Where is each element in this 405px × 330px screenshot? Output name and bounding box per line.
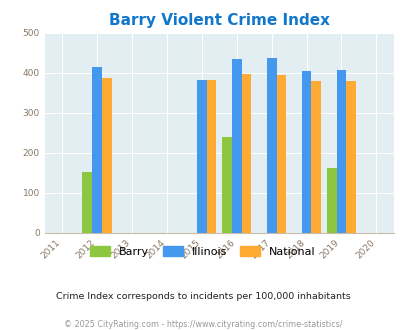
Bar: [336, 70, 345, 233]
Bar: [301, 71, 311, 233]
Bar: [266, 58, 276, 233]
Bar: [311, 81, 320, 233]
Bar: [92, 67, 102, 233]
Bar: [231, 58, 241, 233]
Legend: Barry, Illinois, National: Barry, Illinois, National: [87, 243, 318, 260]
Bar: [196, 80, 206, 233]
Bar: [82, 172, 92, 233]
Bar: [241, 74, 251, 233]
Bar: [345, 81, 355, 233]
Text: Crime Index corresponds to incidents per 100,000 inhabitants: Crime Index corresponds to incidents per…: [55, 292, 350, 301]
Bar: [102, 78, 111, 233]
Bar: [276, 75, 286, 233]
Bar: [206, 80, 216, 233]
Text: © 2025 CityRating.com - https://www.cityrating.com/crime-statistics/: © 2025 CityRating.com - https://www.city…: [64, 320, 341, 329]
Title: Barry Violent Crime Index: Barry Violent Crime Index: [109, 13, 329, 28]
Bar: [222, 137, 231, 233]
Bar: [326, 168, 336, 233]
